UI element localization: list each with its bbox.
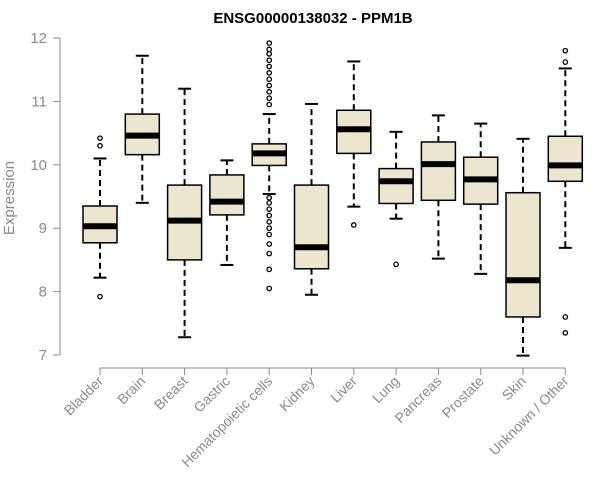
outlier-point	[266, 82, 273, 89]
x-tick-label: Liver	[327, 373, 360, 406]
outlier-point	[266, 241, 273, 247]
box-pancreas	[420, 114, 457, 260]
outlier-point	[266, 194, 273, 201]
outlier-point	[97, 135, 103, 142]
outlier-point	[266, 40, 273, 46]
y-tick-label: 11	[31, 93, 47, 110]
outlier-point	[266, 50, 273, 57]
x-tick-label: Pancreas	[391, 373, 444, 426]
outlier-point	[266, 206, 273, 213]
box-breast	[166, 87, 203, 339]
outlier-point	[393, 261, 399, 268]
outlier-point	[562, 59, 569, 65]
outlier-point	[266, 76, 273, 83]
y-tick-label: 10	[30, 157, 47, 174]
outlier-point	[266, 231, 273, 238]
iqr-box	[420, 141, 457, 202]
box-liver	[336, 60, 372, 228]
outlier-point	[266, 225, 273, 232]
x-tick-label: Bladder	[61, 373, 107, 419]
outlier-point	[266, 285, 273, 292]
iqr-box	[505, 191, 541, 318]
x-tick-label: Brain	[114, 373, 148, 407]
y-axis: 7 8 9 10 11 12	[30, 30, 61, 364]
box-bladder	[82, 135, 118, 300]
x-tick-label: Lung	[369, 373, 402, 406]
x-tick-label: Kidney	[276, 373, 318, 415]
x-tick-label: Unknown / Other	[486, 373, 572, 459]
outlier-point	[266, 212, 273, 219]
y-tick-label: 9	[39, 220, 47, 237]
outlier-point	[266, 89, 273, 95]
outlier-point	[97, 142, 103, 149]
iqr-box	[209, 174, 245, 216]
outlier-point	[350, 222, 357, 228]
outlier-point	[266, 250, 273, 257]
outlier-point	[562, 47, 569, 54]
outlier-point	[266, 219, 273, 225]
x-tick-label: Breast	[151, 373, 191, 413]
box-lung	[378, 130, 414, 268]
outlier-point	[266, 46, 273, 53]
outlier-point	[266, 63, 273, 70]
box-kidney	[293, 102, 330, 296]
y-tick-label: 7	[39, 347, 47, 364]
box-hematopoietic-cells	[251, 40, 287, 292]
outlier-point	[562, 329, 569, 336]
iqr-box	[378, 167, 414, 205]
outlier-point	[266, 266, 273, 273]
chart-title: ENSG00000138032 - PPM1B	[213, 10, 412, 27]
outlier-point	[266, 199, 273, 206]
y-axis-label: Expression	[1, 161, 18, 235]
y-tick-label: 8	[39, 284, 47, 301]
box-unknown-other	[547, 47, 584, 336]
outlier-point	[266, 101, 273, 108]
box-gastric	[209, 159, 245, 266]
boxes	[82, 40, 584, 357]
outlier-point	[562, 314, 569, 320]
outlier-point	[266, 57, 273, 64]
y-tick-label: 12	[30, 30, 47, 47]
outlier-point	[266, 95, 273, 102]
iqr-box	[293, 184, 330, 270]
x-tick-label: Prostate	[439, 373, 487, 421]
box-skin	[505, 137, 541, 357]
outlier-point	[97, 293, 103, 300]
iqr-box	[547, 135, 584, 183]
box-brain	[124, 54, 161, 204]
outlier-point	[266, 70, 273, 76]
box-prostate	[462, 122, 499, 275]
x-tick-label: Skin	[499, 373, 530, 404]
